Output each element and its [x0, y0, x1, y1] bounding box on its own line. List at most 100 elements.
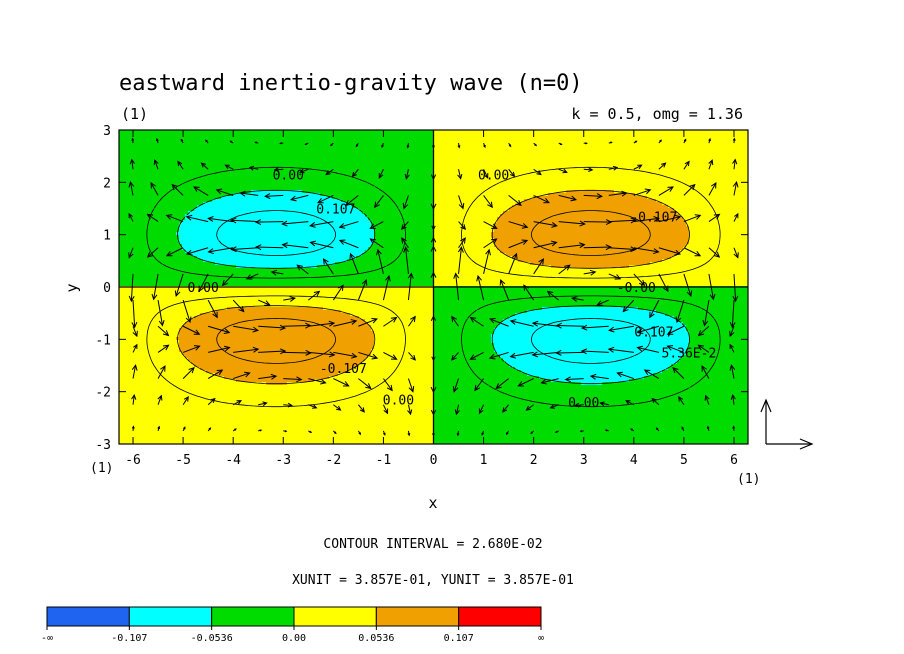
velocity-arrow — [182, 367, 195, 379]
plot-area: 0.00 0.107 0.00 -0.107 0.00 0.00 -0.107 -0.00 0.… — [119, 130, 748, 444]
velocity-arrow-head — [234, 428, 237, 431]
velocity-arrow — [489, 351, 509, 359]
velocity-arrow-head — [287, 402, 293, 408]
velocity-arrow — [698, 344, 710, 353]
velocity-arrow-head — [713, 213, 721, 220]
velocity-arrow — [729, 344, 735, 353]
velocity-arrow-head — [517, 381, 524, 387]
velocity-arrow — [131, 159, 134, 170]
velocity-arrow — [349, 253, 359, 275]
velocity-arrow-head — [708, 137, 712, 142]
velocity-arrow — [274, 168, 284, 171]
velocity-arrow — [533, 168, 542, 175]
velocity-arrow-head — [604, 429, 608, 432]
velocity-arrow-head — [596, 193, 603, 200]
velocity-arrow — [483, 238, 497, 249]
colorbar-tick-label: ∞ — [538, 633, 544, 644]
x-tick-label: 3 — [580, 453, 588, 468]
velocity-arrow-head — [701, 365, 707, 372]
velocity-arrow — [333, 378, 349, 387]
velocity-arrow-head — [630, 428, 633, 431]
velocity-arrow-head — [574, 402, 580, 408]
velocity-arrow-head — [694, 214, 702, 220]
velocity-arrow-head — [651, 397, 657, 404]
velocity-arrow — [370, 221, 384, 229]
velocity-arrow — [207, 325, 230, 334]
velocity-arrow — [533, 221, 557, 227]
velocity-arrow-head — [198, 285, 204, 293]
velocity-arrow-head — [605, 219, 613, 225]
velocity-arrow-head — [150, 181, 157, 189]
velocity-arrow-head — [531, 351, 539, 358]
velocity-arrow-head — [171, 183, 178, 191]
velocity-arrow-head — [330, 143, 333, 147]
velocity-arrow-head — [521, 223, 529, 229]
colorbar-tick-label: -∞ — [41, 633, 53, 644]
velocity-arrow-head — [252, 326, 259, 333]
velocity-arrow — [658, 186, 674, 196]
velocity-arrow-head — [328, 320, 336, 327]
velocity-arrow-head — [562, 168, 568, 174]
velocity-vectors — [128, 137, 739, 437]
colorbar-swatch — [458, 606, 542, 627]
velocity-arrow-head — [457, 145, 461, 149]
velocity-arrow-head — [328, 351, 336, 358]
velocity-arrow-head — [697, 330, 705, 337]
velocity-arrow — [583, 194, 602, 197]
velocity-arrow — [332, 284, 344, 301]
velocity-arrow — [453, 378, 460, 392]
y-axis-label: y — [63, 283, 81, 292]
velocity-arrow-head — [672, 366, 679, 374]
velocity-arrow-head — [638, 279, 646, 287]
velocity-arrow — [128, 213, 134, 222]
x-tick-label: -4 — [225, 453, 241, 468]
y-tick-label: -2 — [95, 386, 111, 401]
velocity-arrow-head — [710, 181, 717, 189]
velocity-arrow-head — [351, 171, 357, 178]
velocity-arrow-head — [158, 319, 165, 327]
velocity-arrow-head — [402, 202, 409, 210]
velocity-arrow-head — [182, 426, 186, 430]
velocity-arrow-head — [385, 274, 391, 282]
velocity-arrow — [483, 249, 490, 275]
velocity-arrow — [207, 398, 216, 406]
velocity-arrow-head — [689, 183, 696, 191]
velocity-arrow — [232, 400, 242, 406]
contour-line — [177, 189, 690, 385]
velocity-arrow-head — [365, 383, 372, 390]
velocity-arrow — [282, 221, 309, 225]
velocity-arrow-head — [345, 200, 352, 206]
velocity-arrow — [558, 221, 585, 225]
velocity-arrow — [683, 273, 692, 297]
velocity-arrow-head — [262, 401, 268, 407]
velocity-arrow-head — [457, 246, 464, 253]
velocity-arrow-head — [630, 217, 637, 224]
velocity-arrow-head — [207, 248, 214, 255]
velocity-arrow-head — [431, 225, 436, 231]
contour-label: 5.36E-2 — [662, 346, 717, 361]
velocity-arrow-head — [165, 250, 173, 257]
velocity-arrow-head — [371, 317, 378, 324]
contour-label: 0.00 — [273, 168, 304, 183]
velocity-arrow — [147, 213, 159, 222]
velocity-arrow — [258, 402, 267, 406]
velocity-arrow-head — [244, 371, 251, 378]
velocity-arrow — [676, 299, 685, 323]
velocity-arrow-head — [525, 405, 531, 411]
velocity-arrow — [455, 404, 460, 415]
velocity-arrow-head — [612, 165, 619, 171]
velocity-arrow-head — [207, 216, 214, 222]
velocity-arrow-head — [564, 264, 571, 271]
velocity-arrow-head — [509, 319, 517, 325]
velocity-arrow — [283, 378, 302, 381]
velocity-arrow-head — [579, 242, 586, 249]
velocity-arrow-head — [205, 139, 208, 143]
velocity-arrow — [633, 247, 659, 253]
x-tick-label: -6 — [125, 453, 141, 468]
velocity-arrow-head — [661, 162, 667, 168]
velocity-arrow-head — [481, 432, 485, 436]
velocity-arrow — [258, 325, 285, 329]
colorbar-swatch — [375, 606, 460, 627]
velocity-arrow-head — [694, 250, 702, 257]
velocity-arrow — [290, 194, 309, 201]
